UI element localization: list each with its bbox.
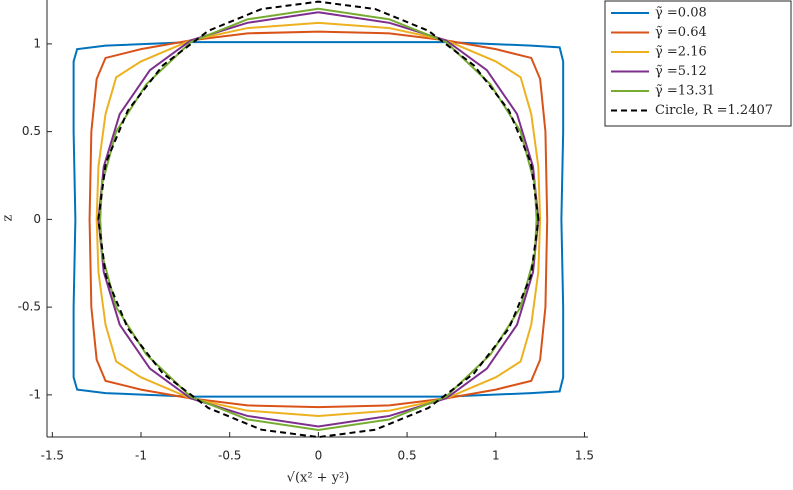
series-line (88, 30, 549, 409)
x-tick-label: 1 (492, 449, 500, 463)
series-line (97, 11, 540, 428)
x-tick-label: 0 (315, 449, 323, 463)
legend-label: γ̃ =2.16 (655, 45, 707, 60)
y-axis-label: z (1, 214, 16, 221)
y-tick-label: 0 (33, 212, 41, 226)
legend-label: γ̃ =5.12 (655, 64, 707, 79)
y-tick-label: -0.5 (18, 300, 41, 314)
legend-label: Circle, R =1.2407 (655, 103, 773, 118)
series-line (99, 7, 538, 431)
series-line (72, 41, 565, 398)
y-tick-label: 1 (33, 36, 41, 50)
series-line (97, 0, 540, 439)
legend-box (604, 0, 792, 127)
y-tick-label: -1 (29, 387, 41, 401)
x-tick-label: -0.5 (218, 449, 241, 463)
y-tick-label: 0.5 (22, 124, 41, 138)
x-axis-label: √(x² + y²) (287, 471, 350, 486)
legend-label: γ̃ =13.31 (655, 84, 715, 99)
x-tick-label: -1 (135, 449, 147, 463)
legend-label: γ̃ =0.64 (655, 25, 707, 40)
series-line (95, 21, 542, 417)
x-tick-label: 0.5 (398, 449, 417, 463)
legend-label: γ̃ =0.08 (655, 6, 707, 21)
x-tick-label: 1.5 (575, 449, 594, 463)
x-tick-label: -1.5 (41, 449, 64, 463)
